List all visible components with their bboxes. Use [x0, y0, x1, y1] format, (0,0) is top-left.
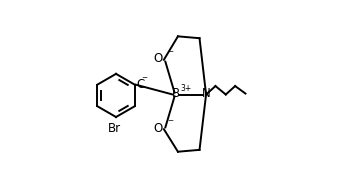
Text: C: C	[137, 78, 145, 91]
Text: $\mathregular{^{-}}$: $\mathregular{^{-}}$	[167, 49, 175, 59]
Text: N: N	[202, 87, 211, 100]
Text: O: O	[154, 52, 163, 65]
Text: Br: Br	[108, 122, 121, 135]
Text: $\mathregular{^{-}}$: $\mathregular{^{-}}$	[167, 119, 175, 129]
Text: O: O	[154, 122, 163, 135]
Text: 3+: 3+	[180, 84, 192, 93]
Text: B: B	[172, 87, 180, 100]
Text: $\mathregular{^{-}}$: $\mathregular{^{-}}$	[141, 75, 149, 85]
